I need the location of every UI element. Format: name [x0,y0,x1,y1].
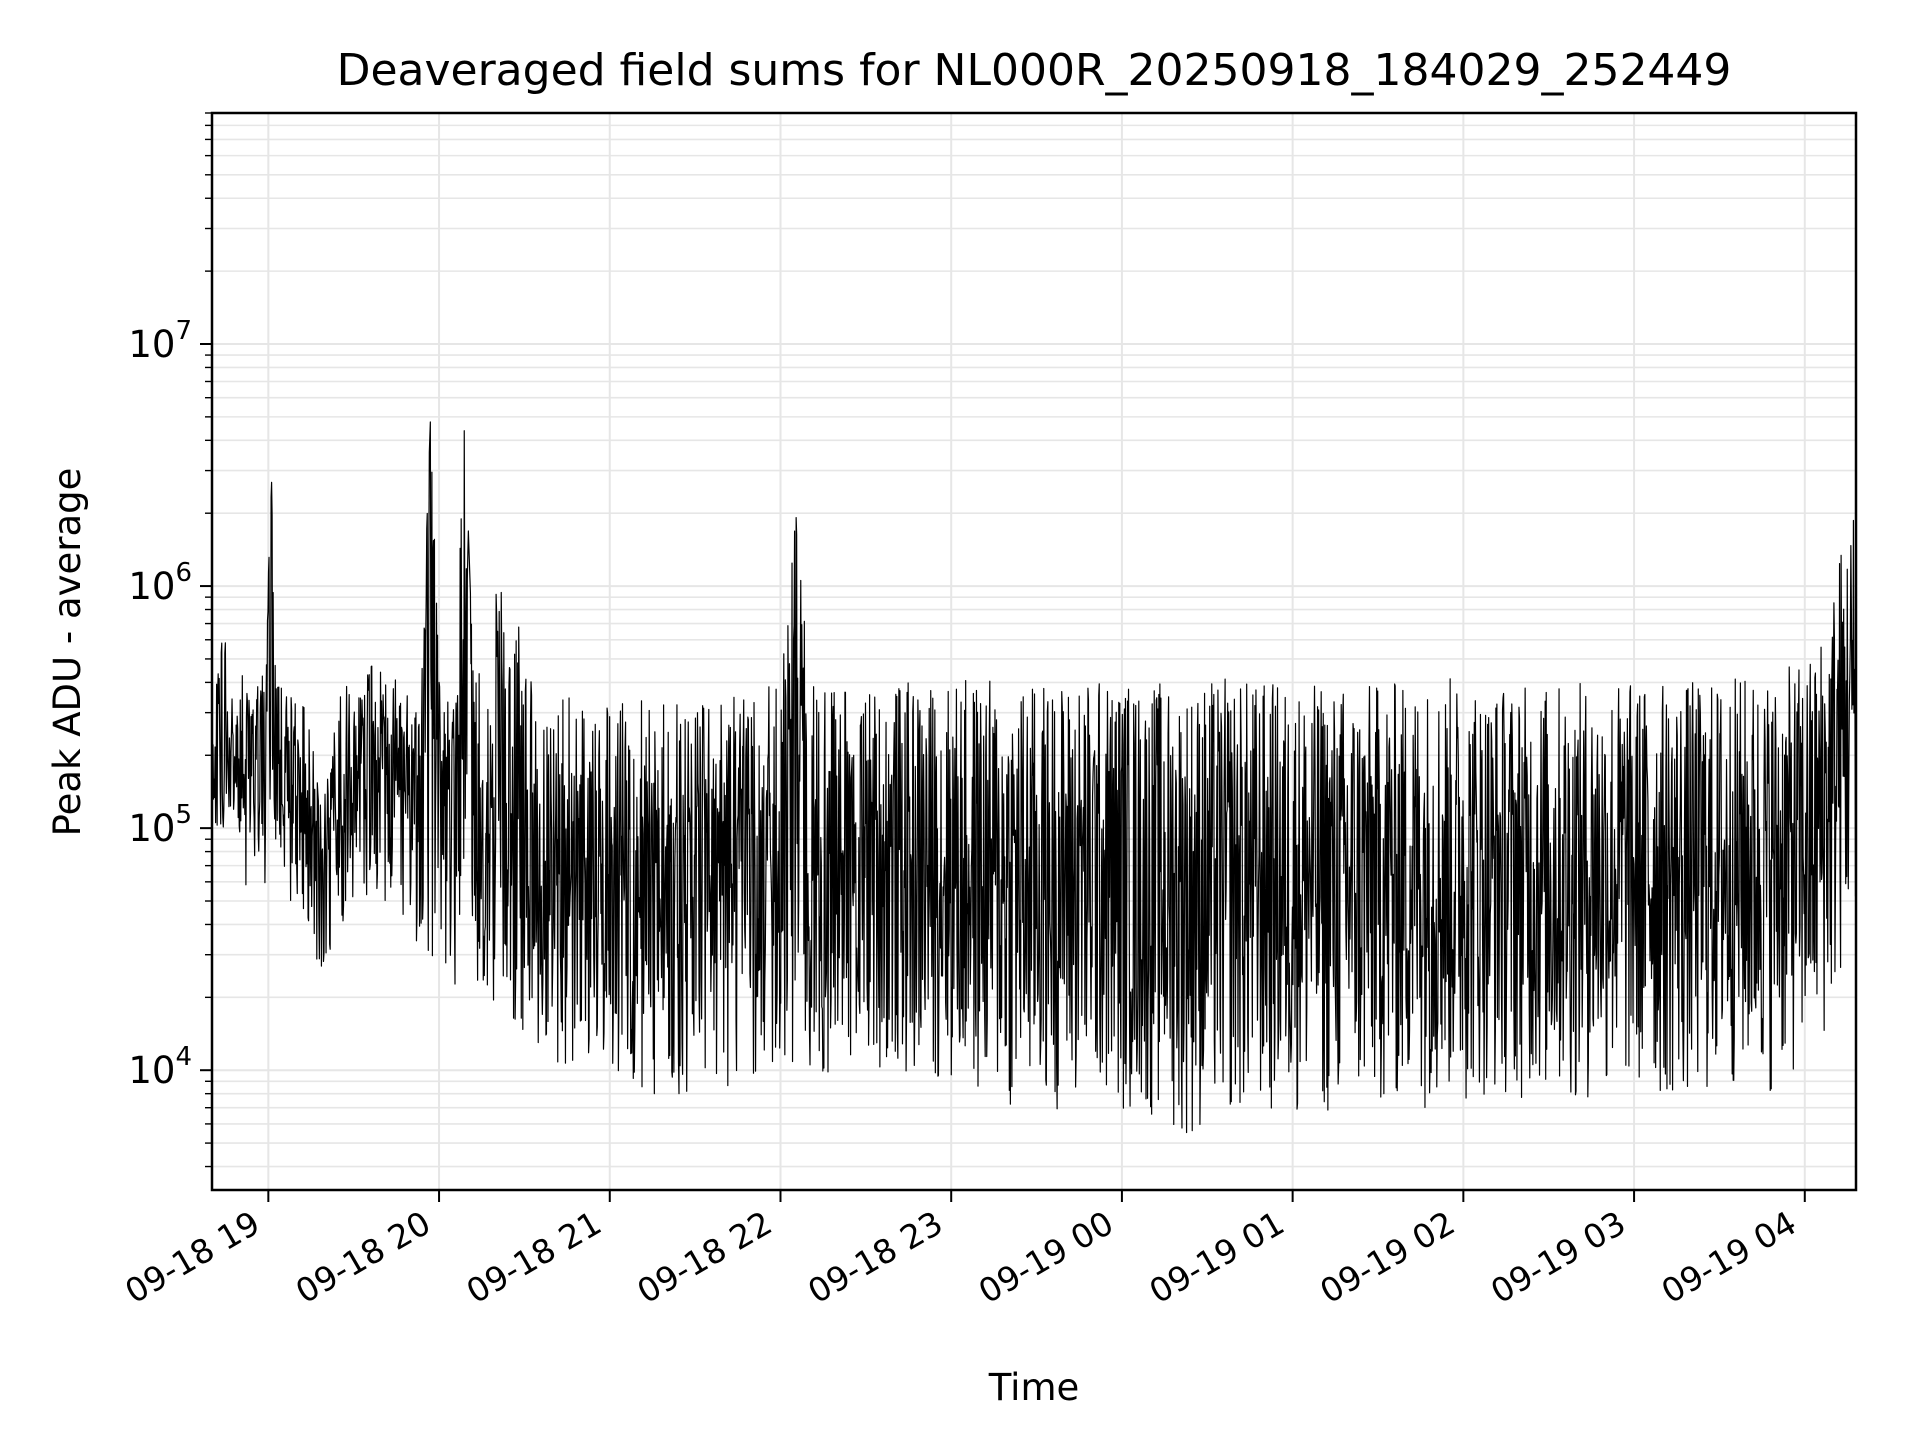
y-tick-base: 10 [128,807,175,850]
axis-ticks [200,112,1806,1202]
y-tick-label: 107 [128,316,192,366]
y-tick-exponent: 4 [175,1042,192,1072]
y-axis-label: Peak ADU - average [46,468,89,837]
y-tick-exponent: 7 [175,316,192,346]
y-tick-base: 10 [128,565,175,608]
x-axis-label: Time [988,1366,1080,1409]
y-tick-label: 106 [128,558,192,608]
y-tick-exponent: 5 [175,800,192,830]
series-line-area [211,421,1857,1134]
y-tick-base: 10 [128,1049,175,1092]
y-tick-exponent: 6 [175,558,192,588]
y-tick-label: 105 [128,800,192,850]
y-tick-base: 10 [128,323,175,366]
y-tick-label: 104 [128,1042,192,1092]
plot-frame [210,111,1858,1192]
series-line [211,421,1857,1134]
chart-title: Deaveraged field sums for NL000R_2025091… [337,45,1732,96]
